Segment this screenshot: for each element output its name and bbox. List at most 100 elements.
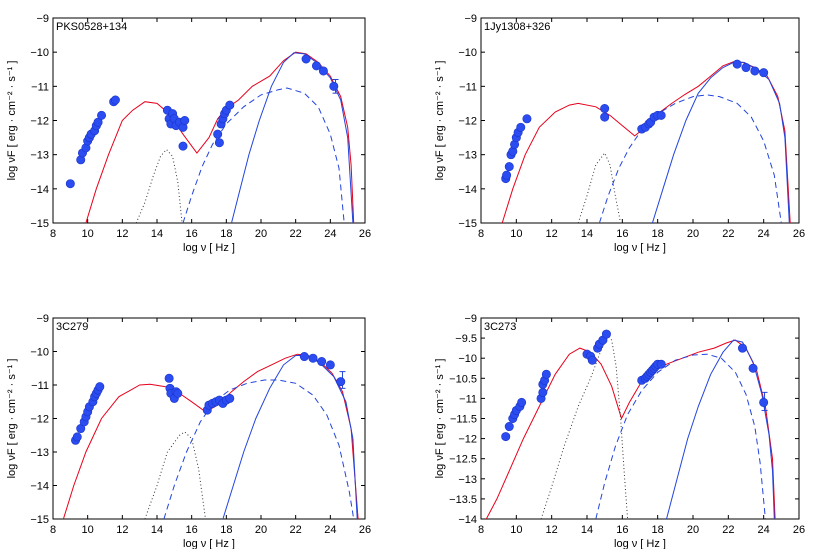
data-point: [110, 95, 120, 105]
data-point: [501, 432, 511, 442]
data-point: [329, 81, 339, 91]
axes-box: [52, 317, 366, 520]
data-point: [656, 359, 666, 369]
data-point: [180, 116, 190, 126]
data-point: [504, 162, 514, 172]
x-tick-label: 20: [687, 228, 699, 240]
x-tick-label: 26: [359, 524, 371, 536]
data-point: [522, 114, 532, 124]
x-tick-label: 22: [722, 228, 734, 240]
chart-panel: 8 10 12 14 16 18 20 22 24 26 −15 −14 −13 −12 −11 −10 −9 l…: [6, 13, 371, 254]
data-point: [748, 363, 758, 373]
y-tick-label: −10: [30, 47, 49, 59]
y-axis-label: log νF [ erg · cm⁻² · s⁻¹ ]: [434, 61, 446, 181]
x-tick-label: 18: [220, 524, 232, 536]
y-tick-label: −9: [36, 13, 49, 25]
y-tick-label: −13.5: [449, 494, 477, 506]
series-line-black-dotted: [135, 148, 183, 223]
x-tick-label: 20: [255, 228, 267, 240]
data-point: [541, 369, 551, 379]
panel-title: 3C279: [56, 321, 88, 333]
axes-box: [480, 317, 800, 520]
data-point: [299, 352, 309, 362]
series-line-black-dotted: [540, 335, 629, 519]
data-point: [318, 66, 328, 76]
data-point: [164, 373, 174, 383]
data-point: [741, 63, 751, 73]
y-tick-label: −13: [30, 150, 49, 162]
y-tick-label: −14: [458, 184, 477, 196]
y-tick-label: −9.5: [455, 333, 477, 345]
data-point: [656, 110, 666, 120]
y-tick-label: −10: [30, 347, 49, 359]
data-point: [308, 353, 318, 363]
y-tick-label: −9: [36, 313, 49, 325]
x-tick-label: 20: [255, 524, 267, 536]
x-tick-label: 14: [151, 524, 163, 536]
data-point: [504, 422, 514, 432]
x-tick-label: 26: [359, 228, 371, 240]
y-tick-label: −9: [464, 313, 477, 325]
data-point: [538, 387, 548, 397]
x-tick-label: 20: [687, 524, 699, 536]
y-tick-label: −15: [458, 218, 477, 230]
y-tick-label: −12: [30, 116, 49, 128]
x-tick-label: 16: [186, 228, 198, 240]
panel-title: 3C273: [484, 321, 516, 333]
data-point: [173, 388, 183, 398]
x-tick-label: 10: [510, 228, 522, 240]
series-line-blue-dashed: [595, 353, 766, 519]
x-axis-label: log ν [ Hz ]: [614, 538, 666, 549]
data-point: [178, 141, 188, 151]
data-point: [737, 343, 747, 353]
chart-panel: 8 10 12 14 16 18 20 22 24 26 −15 −14 −13 −12 −11 −10 −9 l…: [6, 313, 371, 549]
data-point: [759, 68, 769, 78]
plot-area: [62, 352, 359, 519]
y-tick-label: −11: [31, 81, 49, 93]
y-tick-label: −12: [458, 116, 477, 128]
data-point: [600, 104, 610, 114]
chart-panel: 8 10 12 14 16 18 20 22 24 26 −15 −14 −13 −12 −11 −10 −9 l…: [434, 13, 805, 254]
y-tick-label: −12.5: [449, 454, 477, 466]
x-tick-label: 12: [116, 228, 128, 240]
y-tick-label: −13: [30, 447, 49, 459]
x-tick-label: 8: [50, 228, 56, 240]
x-tick-label: 10: [82, 524, 94, 536]
plot-area: [485, 329, 776, 519]
data-point: [601, 329, 611, 339]
y-axis-label: log νF [ erg · cm⁻² · s⁻¹ ]: [6, 61, 18, 181]
x-tick-label: 22: [290, 524, 302, 536]
data-point: [516, 122, 526, 132]
series-line-blue-solid: [666, 339, 775, 519]
x-tick-label: 24: [758, 524, 770, 536]
data-point: [213, 129, 223, 139]
series-line-blue-solid: [651, 61, 790, 223]
x-tick-label: 22: [722, 524, 734, 536]
x-tick-label: 12: [116, 524, 128, 536]
y-tick-label: −13: [458, 474, 477, 486]
y-tick-label: −15: [30, 218, 49, 230]
series-line-black-dotted: [577, 152, 622, 223]
data-point: [732, 59, 742, 69]
panel-title: 1Jy1308+326: [484, 21, 550, 33]
series-line-red-solid: [485, 339, 776, 519]
x-tick-label: 12: [546, 228, 558, 240]
y-tick-label: −15: [30, 514, 49, 526]
data-point: [336, 377, 346, 387]
data-point: [759, 397, 769, 407]
y-tick-label: −14: [458, 514, 477, 526]
x-tick-label: 12: [546, 524, 558, 536]
data-point: [502, 170, 512, 180]
y-tick-label: −11.5: [450, 414, 477, 426]
x-tick-label: 18: [652, 524, 664, 536]
x-tick-label: 22: [290, 228, 302, 240]
series-line-blue-dashed: [163, 379, 355, 519]
y-tick-label: −11: [31, 380, 49, 392]
x-tick-label: 8: [478, 524, 484, 536]
series-line-red-solid: [62, 353, 359, 519]
x-axis-label: log ν [ Hz ]: [183, 242, 235, 254]
y-tick-label: −13: [458, 150, 477, 162]
y-tick-label: −9: [464, 13, 477, 25]
data-point: [325, 360, 335, 370]
